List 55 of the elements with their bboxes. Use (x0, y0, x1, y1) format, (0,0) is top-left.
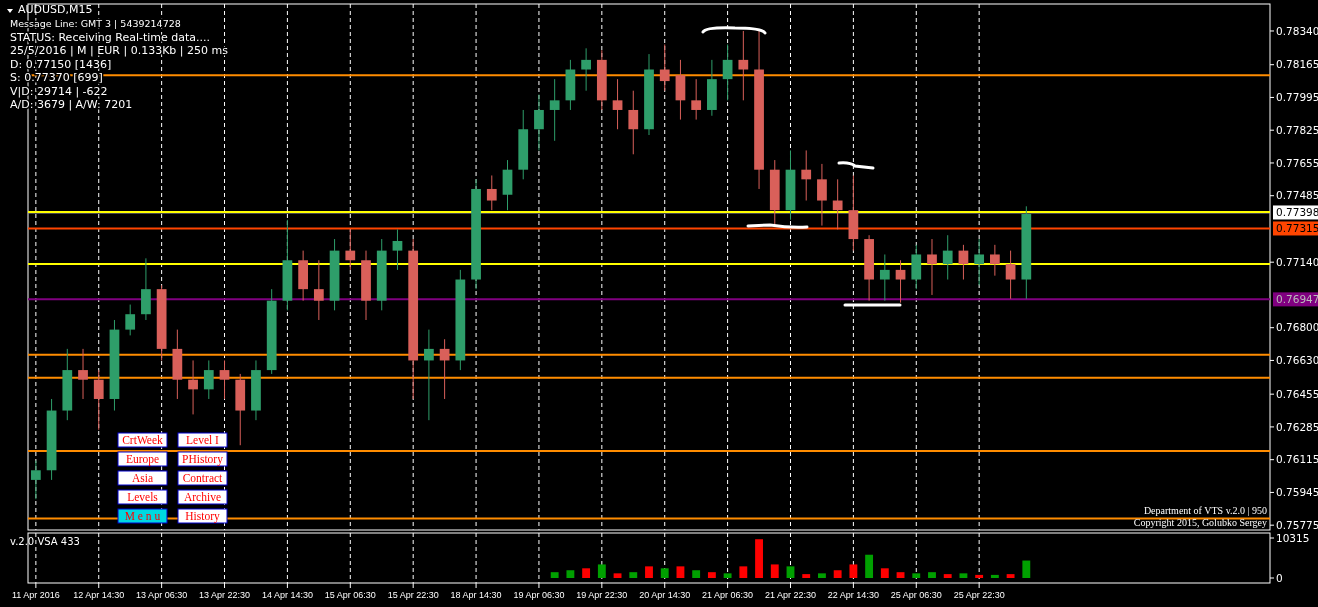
x-tick-label: 15 Apr 06:30 (324, 590, 376, 600)
y-tick-label: 0.76800 (1276, 321, 1318, 334)
x-tick-label: 20 Apr 14:30 (639, 590, 691, 600)
y-tick-label: 0.78340 (1276, 24, 1318, 37)
x-tick-label: 21 Apr 22:30 (764, 590, 817, 600)
y-tick-label: 0.76455 (1276, 387, 1318, 400)
annotation: Levels (127, 491, 159, 503)
y-tick-label: 0.77485 (1276, 189, 1318, 202)
annotation: 25/5/2016 | M | EUR | 0.133Kb | 250 ms (10, 44, 229, 57)
y-tick-label: 0.77825 (1276, 123, 1318, 136)
annotation: Europe (125, 453, 160, 466)
ref-line-label: 0.77315 (1276, 222, 1318, 235)
x-tick-label: 15 Apr 22:30 (387, 590, 439, 600)
y-tick-label: 0.76285 (1276, 420, 1318, 433)
annotation: M e n u (124, 510, 161, 522)
x-tick-label: 19 Apr 06:30 (513, 590, 565, 600)
x-tick-label: 14 Apr 14:30 (261, 590, 313, 600)
y-tick-label: 0.77995 (1276, 91, 1318, 104)
y-tick-label: 0.76115 (1276, 453, 1318, 466)
annotation: Copyright 2015, Golubko Sergey (1133, 517, 1267, 528)
chart-title: v.2.0 VSA 433 (10, 536, 80, 547)
y-tick-label: 0.78165 (1276, 58, 1318, 71)
annotation: PHistory (182, 453, 224, 466)
x-tick-label: 12 Apr 14:30 (73, 590, 125, 600)
y-tick-label: 10315 (1276, 531, 1310, 544)
annotation: Department of VTS v.2.0 | 950 (1143, 505, 1267, 516)
y-tick-label: 0.77140 (1276, 255, 1318, 268)
annotation: Contract (182, 472, 224, 484)
annotation: Level I (186, 434, 220, 446)
x-tick-label: 13 Apr 22:30 (199, 590, 251, 600)
x-tick-label: 13 Apr 06:30 (136, 590, 188, 600)
chart-title: AUDUSD,M15 (18, 3, 93, 16)
y-tick-label: 0.75775 (1276, 518, 1318, 531)
x-tick-label: 21 Apr 06:30 (702, 590, 754, 600)
annotation: V|D: 29714 | -622 (10, 84, 108, 98)
ref-line-label: 0.77398 (1276, 206, 1318, 219)
y-tick-label: 0 (1276, 571, 1283, 584)
x-tick-label: 22 Apr 14:30 (827, 590, 879, 600)
x-tick-label: 25 Apr 22:30 (953, 590, 1005, 600)
annotation: CrtWeek (122, 434, 164, 446)
annotation: Asia (131, 472, 154, 484)
y-tick-label: 0.76630 (1276, 354, 1318, 367)
x-tick-label: 18 Apr 14:30 (450, 590, 502, 600)
x-tick-label: 25 Apr 06:30 (890, 590, 942, 600)
annotation: Message Line: GMT 3 | 5439214728 (10, 18, 181, 29)
ref-line-label: 0.76947 (1276, 293, 1318, 306)
annotation: A/D: 3679 | A/W: 7201 (10, 98, 133, 111)
annotation: D: 0.77150 [1436] (10, 57, 112, 71)
annotation: History (185, 510, 220, 523)
annotation: STATUS: Receiving Real-time data.... (10, 30, 211, 44)
y-tick-label: 0.77655 (1276, 156, 1318, 169)
y-tick-label: 0.75945 (1276, 486, 1318, 499)
annotation: Archive (183, 491, 222, 503)
x-tick-label: 11 Apr 2016 (11, 590, 60, 600)
x-tick-label: 19 Apr 22:30 (576, 590, 628, 600)
